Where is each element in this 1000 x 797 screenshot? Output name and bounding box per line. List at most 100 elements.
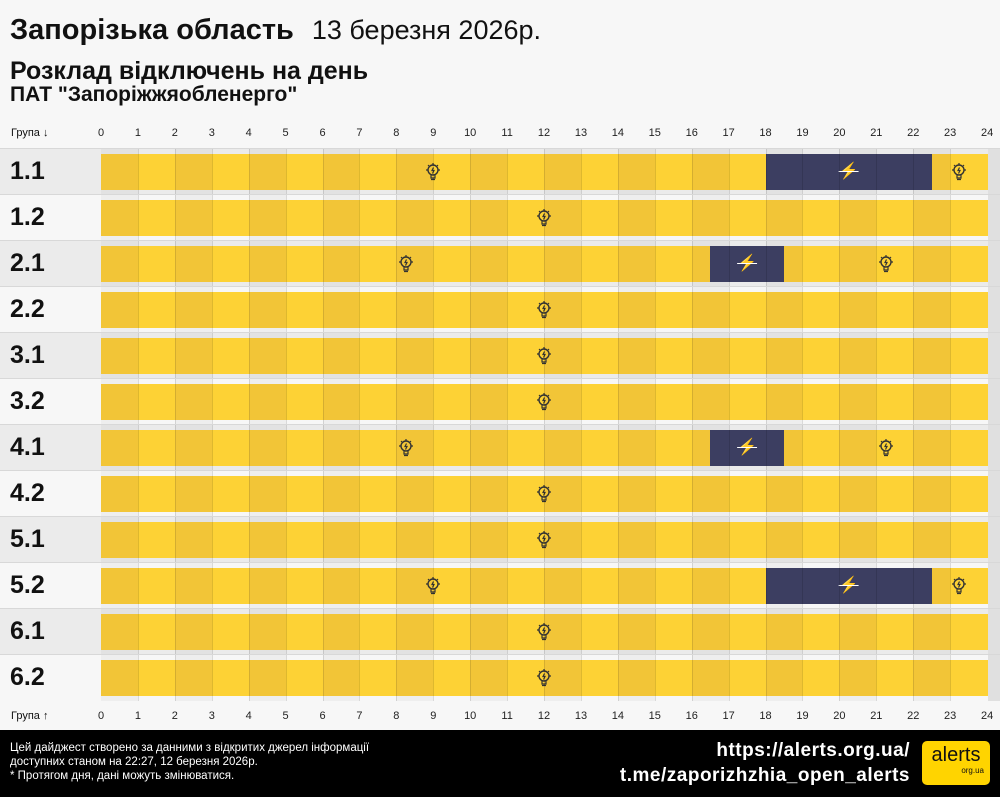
hour-tick: 14 — [611, 710, 624, 722]
hour-gridline — [839, 517, 841, 563]
hour-gridline — [802, 517, 804, 563]
hour-gridline — [617, 287, 619, 333]
hour-gridline — [580, 517, 582, 563]
hour-gridline — [470, 517, 472, 563]
group-sort-bottom[interactable]: Група ↑ — [11, 710, 49, 722]
grid-right-gap — [988, 195, 1000, 241]
power-on-block — [765, 384, 803, 420]
hour-gridline — [580, 287, 582, 333]
power-on-block — [507, 154, 545, 190]
hour-gridline — [285, 287, 287, 333]
hour-gridline — [396, 195, 398, 241]
lightbulb-icon — [534, 668, 554, 688]
hour-gridline — [433, 379, 435, 425]
hour-gridline — [137, 149, 139, 195]
power-on-block — [248, 292, 287, 328]
power-on-block — [802, 384, 840, 420]
power-on-block — [322, 660, 360, 696]
hour-gridline — [580, 655, 582, 701]
hour-gridline — [654, 333, 656, 379]
power-on-block — [396, 154, 434, 190]
hour-gridline — [950, 379, 952, 425]
power-on-block — [322, 292, 360, 328]
power-on-block — [470, 200, 508, 236]
power-on-block — [839, 338, 877, 374]
power-on-block — [174, 200, 213, 236]
hour-gridline — [470, 655, 472, 701]
hour-gridline — [433, 287, 435, 333]
power-on-block — [322, 246, 360, 282]
hour-gridline — [839, 609, 841, 655]
lightbulb-icon — [534, 622, 554, 642]
hour-gridline — [174, 379, 176, 425]
power-on-block — [285, 338, 323, 374]
power-on-block — [359, 522, 397, 558]
hour-gridline — [433, 517, 435, 563]
group-row: 3.1 — [0, 332, 1000, 379]
hour-gridline — [654, 379, 656, 425]
hour-gridline — [507, 471, 509, 517]
footer-note: Цей дайджест створено за данними з відкр… — [10, 741, 369, 783]
hour-gridline — [654, 517, 656, 563]
hour-gridline — [174, 287, 176, 333]
hour-gridline — [396, 241, 398, 287]
hour-gridline — [876, 287, 878, 333]
hour-tick: 8 — [393, 127, 400, 139]
hour-gridline — [396, 563, 398, 609]
hour-gridline — [691, 333, 693, 379]
hour-gridline — [174, 149, 176, 195]
hour-gridline — [950, 471, 952, 517]
power-on-block — [248, 154, 287, 190]
power-on-block — [913, 384, 951, 420]
power-on-block — [544, 338, 582, 374]
power-on-block — [101, 246, 139, 282]
hour-tick: 24 — [980, 710, 994, 722]
hour-gridline — [950, 563, 952, 609]
hour-gridline — [211, 655, 213, 701]
region-title: Запорізька область — [10, 14, 294, 46]
group-sort-top[interactable]: Група ↓ — [11, 127, 49, 139]
power-on-block — [248, 522, 287, 558]
power-on-block — [876, 292, 914, 328]
power-on-block — [433, 660, 471, 696]
hour-gridline — [285, 149, 287, 195]
power-on-block — [580, 430, 619, 466]
power-on-block — [913, 660, 951, 696]
power-on-block — [433, 568, 471, 604]
note-line: Цей дайджест створено за данними з відкр… — [10, 742, 370, 754]
hour-tick: 4 — [245, 710, 252, 722]
power-on-block — [285, 200, 323, 236]
hour-gridline — [544, 149, 546, 195]
hour-gridline — [174, 425, 176, 471]
power-on-block — [691, 384, 730, 420]
hour-gridline — [470, 563, 472, 609]
hour-gridline — [950, 149, 952, 195]
group-row: 6.2 — [0, 654, 1000, 701]
hour-gridline — [433, 655, 435, 701]
hour-gridline — [396, 471, 398, 517]
hour-gridline — [765, 333, 767, 379]
hour-gridline — [580, 379, 582, 425]
telegram-link[interactable]: t.me/zaporizhzhia_open_alerts — [619, 765, 910, 786]
power-on-block — [507, 568, 545, 604]
grid-right-gap — [988, 287, 1000, 333]
power-on-block — [470, 660, 508, 696]
website-link[interactable]: https://alerts.org.ua/ — [716, 740, 910, 761]
power-on-block — [285, 154, 323, 190]
power-on-block — [174, 568, 213, 604]
power-on-block — [507, 614, 545, 650]
power-on-block — [617, 384, 656, 420]
power-on-block — [728, 384, 767, 420]
hour-gridline — [285, 241, 287, 287]
hour-tick: 4 — [245, 127, 252, 139]
hour-gridline — [950, 517, 952, 563]
power-on-block — [359, 292, 397, 328]
power-on-block — [691, 476, 730, 512]
hour-gridline — [137, 195, 139, 241]
hour-gridline — [839, 333, 841, 379]
power-off-icon: ⚡ — [838, 577, 859, 594]
power-on-block — [913, 338, 951, 374]
power-on-block — [802, 292, 840, 328]
group-row: 1.1 ⚡ — [0, 148, 1000, 195]
hour-gridline — [470, 333, 472, 379]
